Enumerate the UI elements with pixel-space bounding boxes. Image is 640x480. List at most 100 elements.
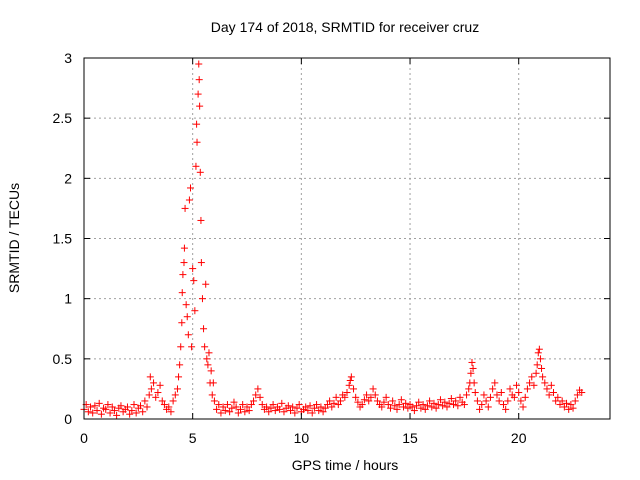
data-point (515, 389, 523, 397)
data-point (143, 403, 151, 411)
data-point (219, 403, 227, 411)
data-point (291, 409, 299, 417)
data-point (286, 407, 294, 415)
data-point (87, 403, 95, 411)
data-point (439, 402, 447, 410)
data-point (526, 379, 534, 387)
x-tick-label: 20 (511, 430, 527, 446)
data-point (521, 393, 529, 401)
data-point (423, 402, 431, 410)
data-point (156, 381, 164, 389)
data-point (306, 402, 314, 410)
data-point (234, 409, 242, 417)
data-point (486, 393, 494, 401)
data-point (179, 271, 187, 279)
data-point (513, 381, 521, 389)
y-tick-label: 1.5 (53, 231, 73, 247)
data-point (180, 259, 188, 267)
data-point (421, 405, 429, 413)
data-point (484, 403, 492, 411)
data-point (519, 403, 527, 411)
data-point (152, 393, 160, 401)
data-point (217, 409, 225, 417)
data-point (110, 407, 118, 415)
data-point (432, 404, 440, 412)
data-point (530, 381, 538, 389)
data-point (363, 391, 371, 399)
data-point (93, 407, 101, 415)
data-point (510, 393, 518, 401)
y-tick-label: 1 (64, 291, 72, 307)
data-point (208, 391, 216, 399)
data-point (391, 402, 399, 410)
data-point (195, 60, 203, 68)
data-point (254, 385, 262, 393)
data-point (204, 361, 212, 369)
data-point (473, 397, 481, 405)
data-point (499, 401, 507, 409)
data-point (545, 391, 553, 399)
data-point (569, 404, 577, 412)
data-point (269, 401, 277, 409)
data-point (430, 399, 438, 407)
data-point (380, 398, 388, 406)
data-point (205, 349, 213, 357)
data-point (471, 389, 479, 397)
data-point (393, 405, 401, 413)
data-point (373, 397, 381, 405)
data-point (489, 385, 497, 393)
data-point (384, 401, 392, 409)
data-point (315, 407, 323, 415)
y-tick-label: 0.5 (53, 351, 73, 367)
data-point (560, 403, 568, 411)
data-point (578, 389, 586, 397)
data-point (160, 401, 168, 409)
data-point (467, 369, 475, 377)
data-point (304, 407, 312, 415)
data-point (154, 389, 162, 397)
data-point (123, 403, 131, 411)
data-point (504, 397, 512, 405)
data-point (137, 402, 145, 410)
data-point (189, 265, 197, 273)
data-point (323, 401, 331, 409)
data-point (184, 331, 192, 339)
data-point (497, 389, 505, 397)
data-point (463, 391, 471, 399)
data-point (194, 90, 202, 98)
data-point (426, 397, 434, 405)
data-point (201, 343, 209, 351)
data-point (469, 364, 477, 372)
data-point (106, 409, 114, 417)
data-point (482, 397, 490, 405)
data-point (276, 405, 284, 413)
data-point (397, 396, 405, 404)
x-axis: 0 5 10 15 20 (80, 58, 527, 446)
data-point (147, 385, 155, 393)
data-point (195, 76, 203, 84)
data-point (543, 385, 551, 393)
data-point (480, 391, 488, 399)
chart-title: Day 174 of 2018, SRMTID for receiver cru… (211, 19, 479, 35)
data-point (365, 397, 373, 405)
data-point (247, 401, 255, 409)
data-point (215, 401, 223, 409)
data-point (210, 397, 218, 405)
data-point (332, 393, 340, 401)
data-point (491, 379, 499, 387)
data-point (415, 398, 423, 406)
data-point (280, 408, 288, 416)
data-point (308, 409, 316, 417)
data-point (506, 385, 514, 393)
data-point (367, 393, 375, 401)
grid (84, 58, 610, 419)
x-tick-label: 15 (402, 430, 418, 446)
data-point (97, 410, 105, 418)
data-point (239, 401, 247, 409)
data-point (267, 404, 275, 412)
data-point (547, 381, 555, 389)
data-point (382, 393, 390, 401)
data-point (284, 402, 292, 410)
data-point (310, 404, 318, 412)
